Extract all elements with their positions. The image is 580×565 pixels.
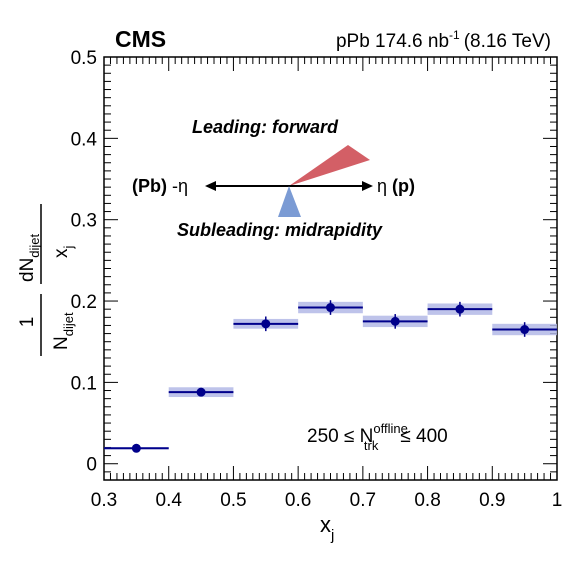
beam-arrow-right-icon (362, 181, 373, 191)
selection-left: 250 ≤ N (307, 426, 373, 447)
beam-right-eta: η (377, 176, 387, 196)
y-frac2-den-main: x (51, 248, 72, 258)
data-point (196, 387, 206, 397)
dataset-prefix: pPb 174.6 nb (336, 31, 449, 52)
x-tick-label: 0.6 (285, 490, 311, 511)
experiment-label: CMS (115, 26, 166, 52)
y-tick-label: 0.4 (71, 129, 98, 150)
dataset-label: pPb 174.6 nb-1 (8.16 TeV) (336, 28, 551, 52)
x-tick-label: 1 (552, 490, 563, 511)
axis-ticks (103, 56, 558, 481)
y-frac1-den: Ndijet (51, 312, 76, 350)
beam-left-bold: (Pb) (132, 176, 167, 196)
data-point (390, 316, 400, 326)
y-tick-labels: 0 0.1 0.2 0.3 0.4 0.5 (71, 48, 98, 476)
y-tick-label: 0.2 (71, 292, 97, 313)
y-frac2-num-sub: dijet (27, 233, 42, 257)
beam-right-bold: (p) (392, 176, 415, 196)
data-point (131, 443, 141, 453)
y-tick-label: 0.1 (71, 373, 97, 394)
x-tick-label: 0.8 (414, 490, 440, 511)
x-tick-label: 0.4 (156, 490, 183, 511)
leading-label: Leading: forward (192, 117, 339, 137)
x-tick-label: 0.7 (350, 490, 376, 511)
data-point (520, 325, 530, 335)
y-axis-label: 1 Ndijet dNdijet xj (17, 204, 76, 356)
subleading-label: Subleading: midrapidity (177, 220, 383, 240)
y-frac2-den-sub: j (61, 246, 76, 250)
x-tick-label: 0.9 (479, 490, 505, 511)
data-point (326, 303, 335, 313)
data-point (261, 319, 271, 329)
y-frac1-den-main: N (51, 336, 72, 350)
leading-jet-wedge (289, 145, 370, 186)
beam-left-eta: -η (172, 176, 188, 196)
y-frac2-num-main: dN (17, 258, 38, 282)
y-frac2-num: dNdijet (17, 233, 42, 282)
y-frac1-den-sub: dijet (61, 312, 76, 336)
x-axis-label-sub: j (330, 527, 334, 544)
selection-right: ≤ 400 (400, 426, 447, 447)
y-frac1-num: 1 (17, 317, 38, 328)
dataset-sup: -1 (449, 28, 460, 42)
x-axis-label-main: x (320, 512, 331, 537)
subleading-jet-wedge (278, 186, 301, 217)
beam-arrow-left-icon (205, 181, 216, 191)
x-tick-label: 0.5 (220, 490, 246, 511)
beam-left-label: (Pb) -η (132, 176, 188, 196)
selection-sup: offline (373, 421, 407, 436)
data-point (455, 304, 465, 314)
dataset-energy: (8.16 TeV) (464, 31, 551, 52)
x-tick-labels: 0.3 0.4 0.5 0.6 0.7 0.8 0.9 1 (91, 490, 563, 511)
x-axis-label: xj (320, 512, 334, 544)
x-tick-label: 0.3 (91, 490, 117, 511)
selection-label: 250 ≤ Noffline trk ≤ 400 (307, 421, 448, 453)
selection-sub: trk (364, 438, 379, 453)
y-tick-label: 0 (86, 455, 97, 476)
y-tick-label: 0.3 (71, 211, 97, 232)
y-tick-label: 0.5 (71, 48, 97, 69)
data-marks (104, 300, 557, 453)
y-frac2-den: xj (51, 246, 76, 259)
beam-right-label: η (p) (377, 176, 415, 196)
